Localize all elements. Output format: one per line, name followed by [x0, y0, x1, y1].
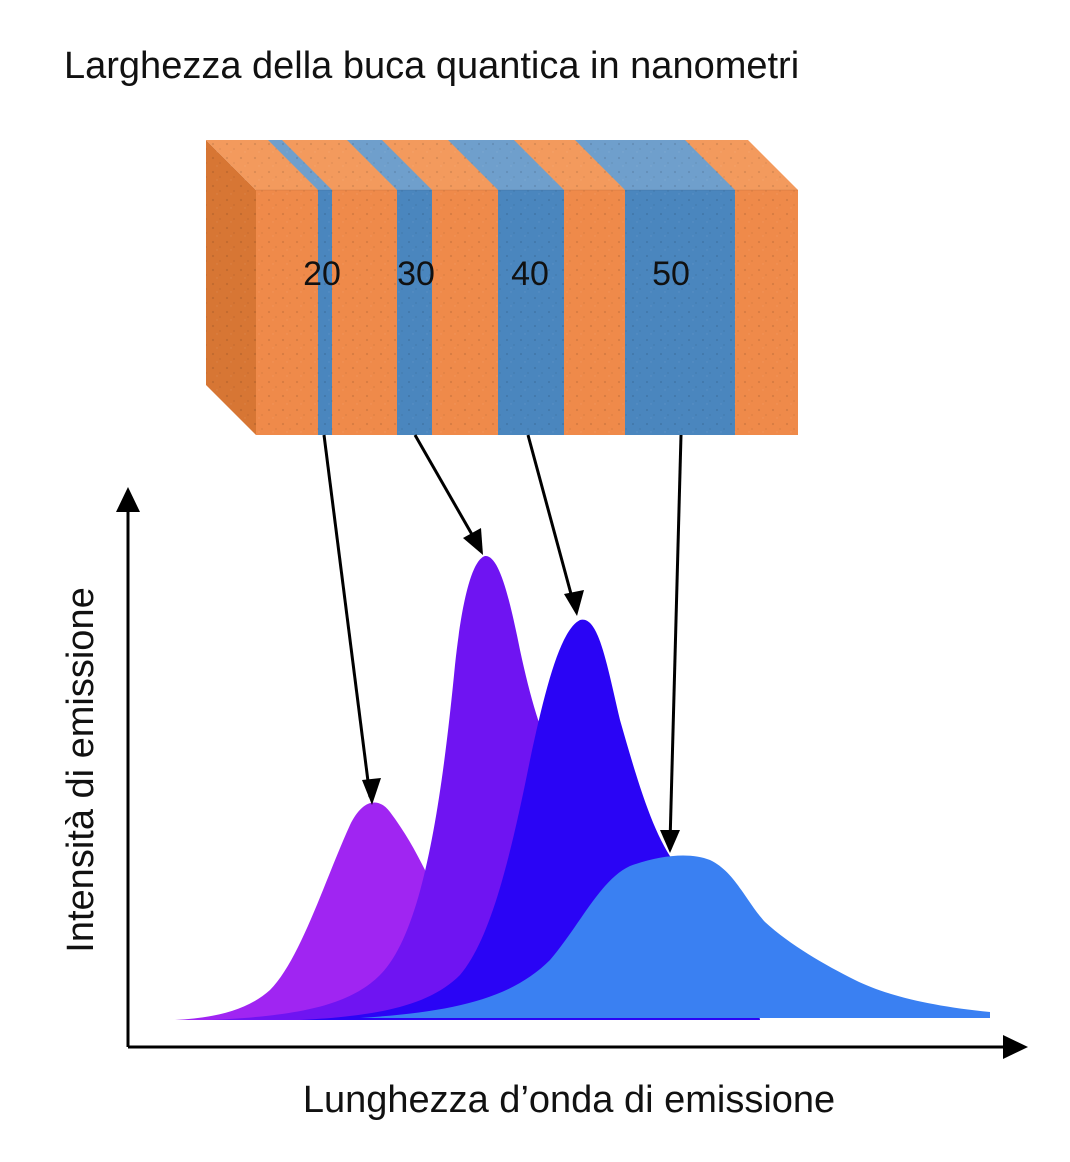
x-axis-arrowhead: [1003, 1035, 1028, 1059]
diagram-title: Larghezza della buca quantica in nanomet…: [64, 45, 799, 87]
well-label-40: 40: [511, 255, 549, 293]
peak-20nm: [175, 802, 445, 1020]
arrow-30-to-peak: [413, 434, 480, 546]
well-label-20: 20: [303, 255, 341, 293]
connector-arrows: [322, 434, 683, 853]
well-label-30: 30: [397, 255, 435, 293]
axes: [116, 487, 1028, 1059]
arrow-20-to-peak: [322, 434, 372, 798]
well-label-50: 50: [652, 255, 690, 293]
x-axis-label: Lunghezza d’onda di emissione: [303, 1079, 835, 1121]
arrow-50-to-peak: [668, 434, 683, 844]
y-axis-arrowhead: [116, 487, 140, 512]
quantum-well-block: 20 30 40 50: [206, 140, 798, 435]
arrow-40-to-peak: [526, 434, 576, 606]
peak-50nm: [360, 855, 990, 1018]
y-axis-label: Intensità di emissione: [60, 587, 102, 952]
emission-spectra: [175, 555, 990, 1020]
